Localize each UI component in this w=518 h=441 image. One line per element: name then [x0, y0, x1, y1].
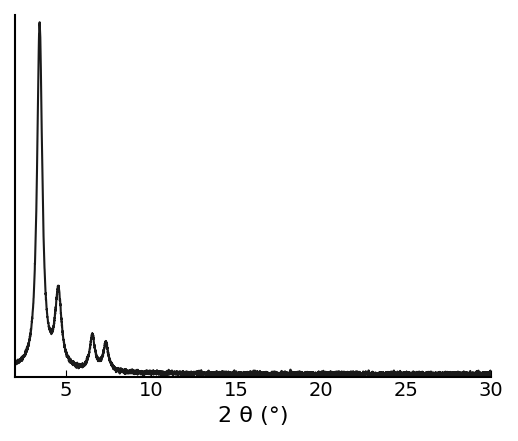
X-axis label: 2 θ (°): 2 θ (°)	[218, 406, 288, 426]
